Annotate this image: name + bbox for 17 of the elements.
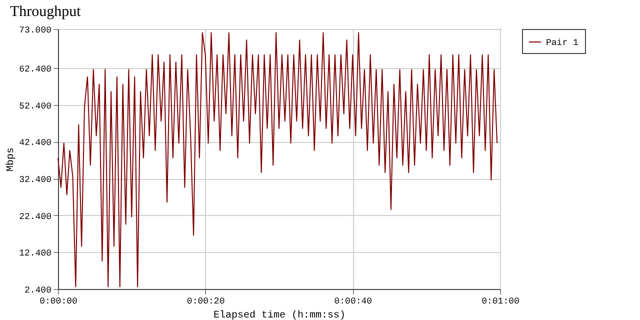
y-tick-label: 12.400 <box>19 248 52 259</box>
x-axis-title: Elapsed time (h:mm:ss) <box>213 310 346 320</box>
y-tick-label: 42.400 <box>19 138 52 148</box>
legend-label: Pair 1 <box>546 38 578 48</box>
y-axis-title: Mbps <box>5 147 18 172</box>
y-tick-label: 2.400 <box>24 286 52 296</box>
line-series <box>58 32 498 288</box>
x-tick-label: 0:00:00 <box>40 296 78 306</box>
y-tick-label: 52.400 <box>19 101 52 112</box>
chart-title: Throughput <box>10 4 82 20</box>
y-tick-label: 73.000 <box>19 26 52 36</box>
y-tick-label: 22.400 <box>19 212 52 222</box>
y-tick-label: 32.400 <box>19 175 52 186</box>
x-tick-label: 0:01:00 <box>482 296 520 306</box>
x-tick-label: 0:00:20 <box>186 296 225 306</box>
x-tick-label: 0:00:40 <box>334 296 372 306</box>
y-tick-label: 62.400 <box>19 64 52 75</box>
